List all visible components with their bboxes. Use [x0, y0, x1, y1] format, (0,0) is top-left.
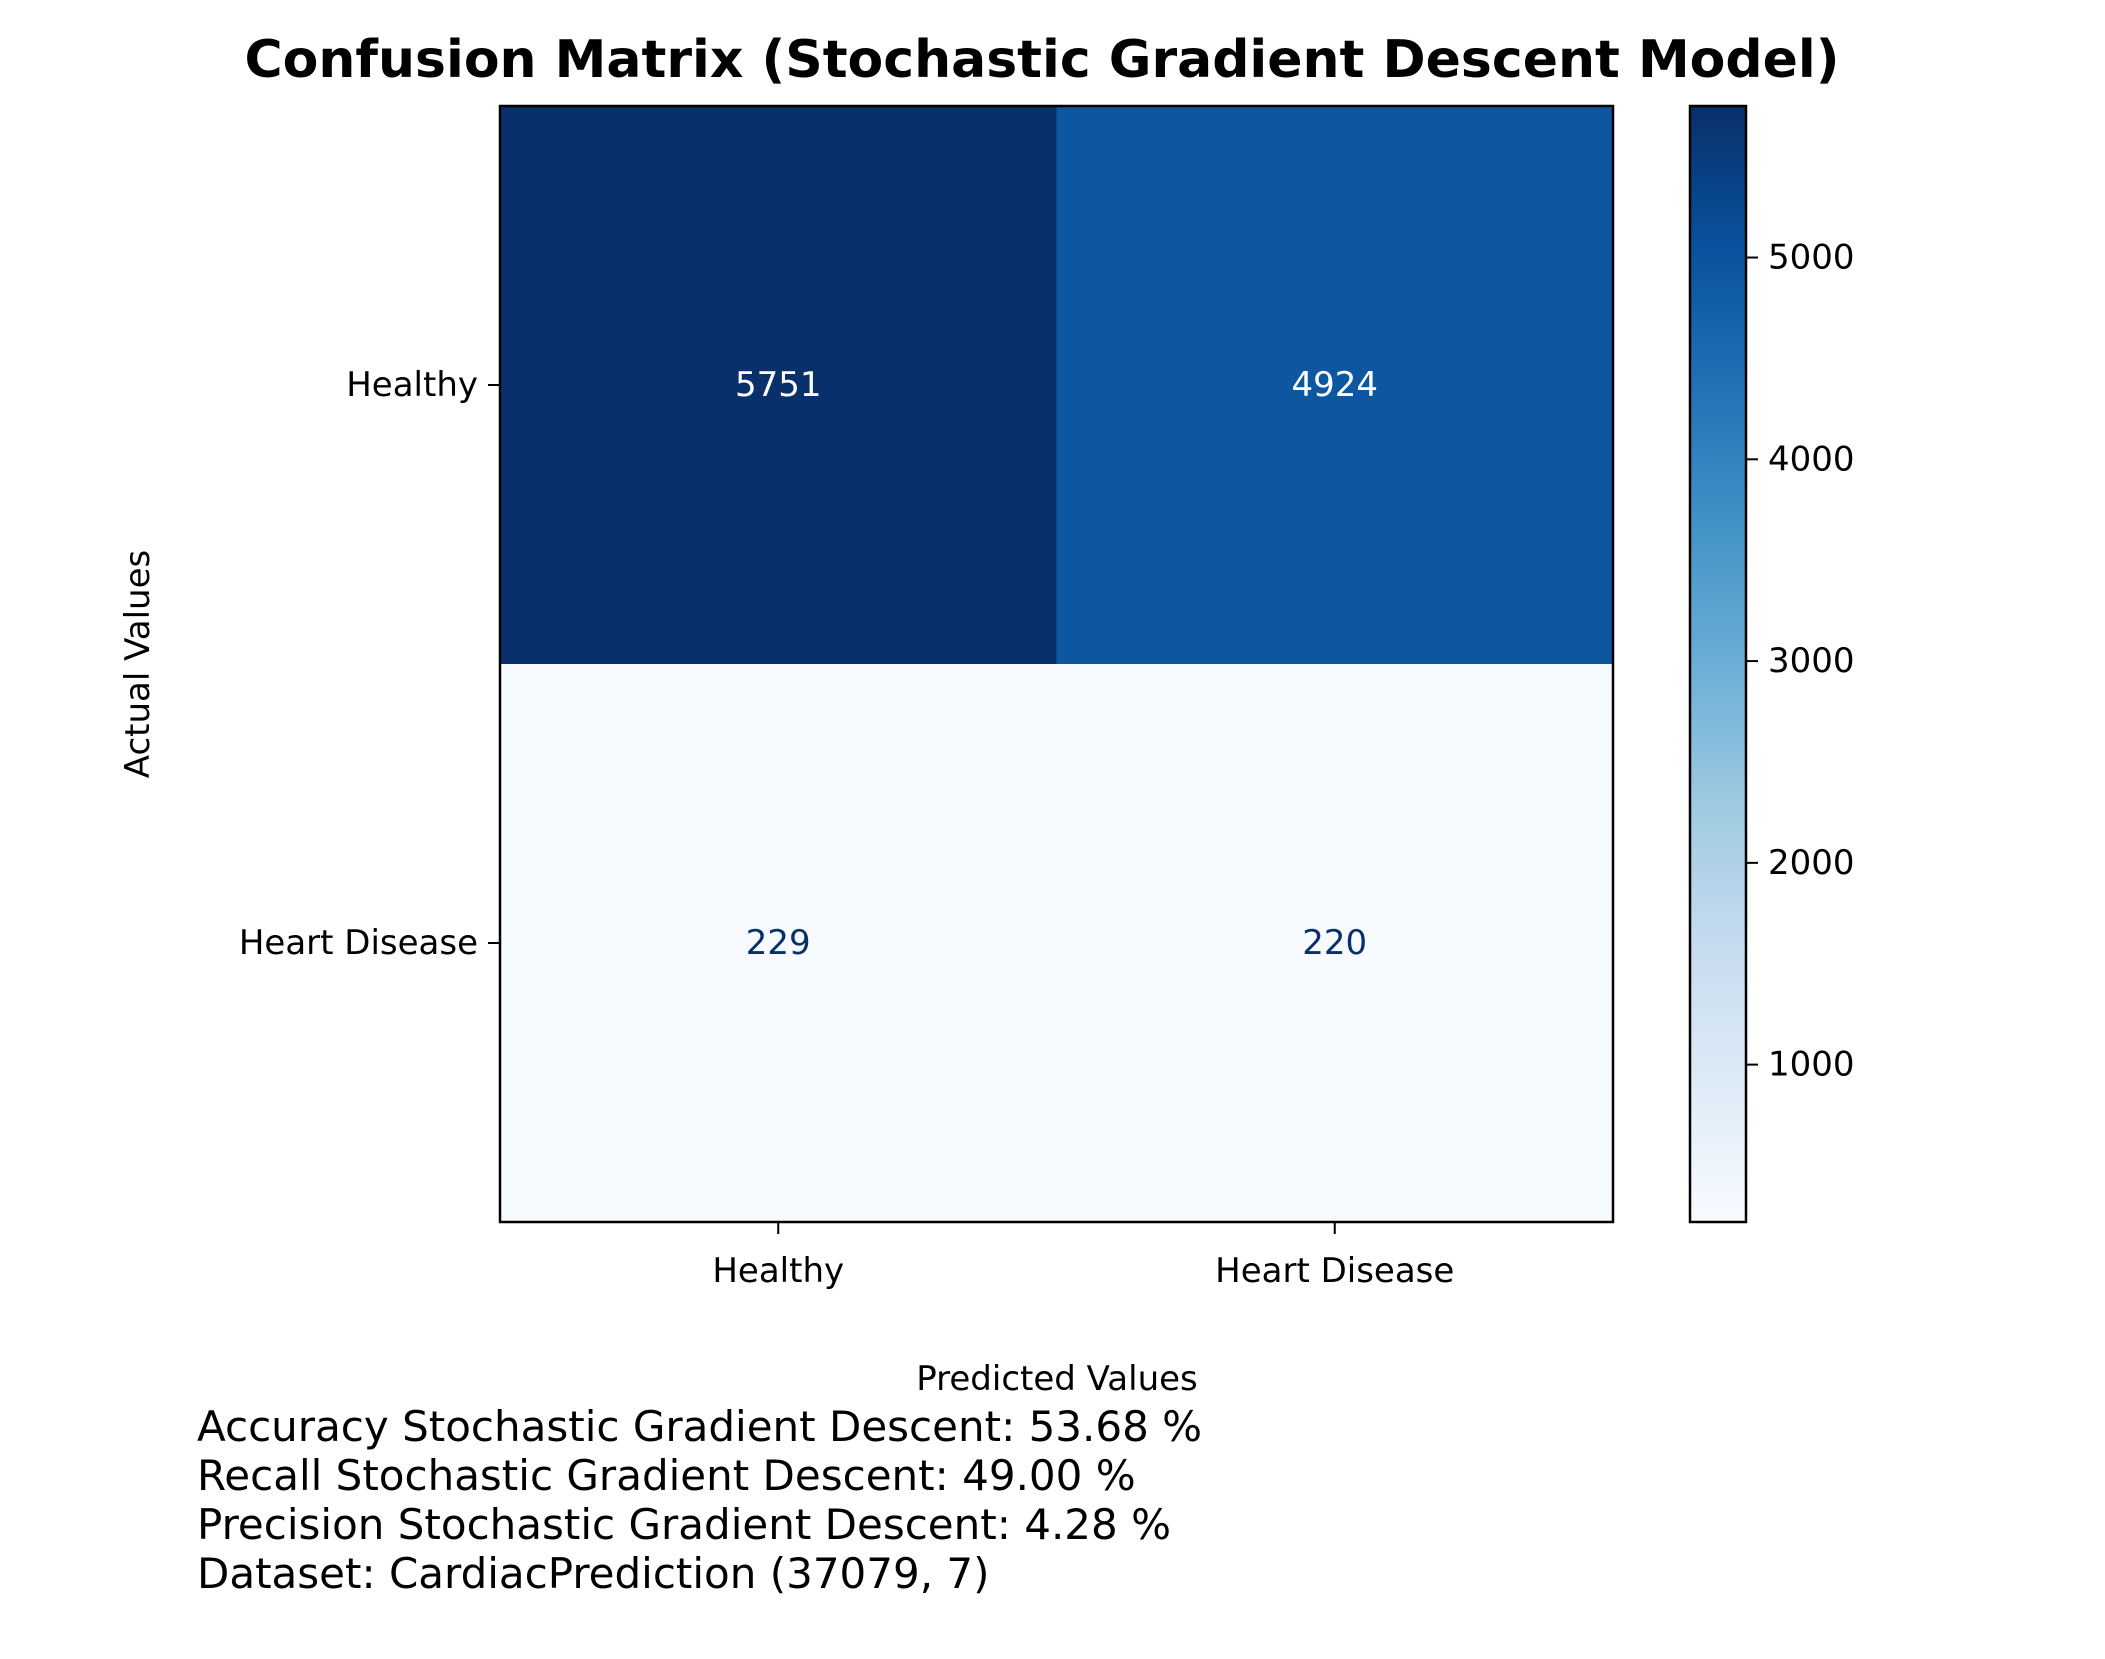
y-axis-label: Actual Values — [118, 550, 158, 778]
colorbar-tick-label: 5000 — [1768, 238, 1855, 278]
accuracy-stat: Accuracy Stochastic Gradient Descent: 53… — [197, 1402, 1203, 1451]
y-tick-label: Healthy — [346, 365, 478, 405]
cell-value-label: 229 — [746, 923, 811, 963]
chart-title: Confusion Matrix (Stochastic Gradient De… — [245, 30, 1840, 90]
matrix-cell — [1056, 106, 1614, 665]
recall-stat: Recall Stochastic Gradient Descent: 49.0… — [197, 1451, 1136, 1500]
precision-stat: Precision Stochastic Gradient Descent: 4… — [197, 1500, 1171, 1549]
y-tick-label: Heart Disease — [239, 923, 478, 963]
x-tick-label: Heart Disease — [1215, 1251, 1454, 1291]
matrix-cell — [500, 106, 1057, 665]
x-axis-label: Predicted Values — [916, 1359, 1198, 1399]
cell-value-label: 5751 — [735, 365, 822, 405]
cell-value-label: 220 — [1302, 923, 1367, 963]
x-tick-label: Healthy — [712, 1251, 844, 1291]
dataset-stat: Dataset: CardiacPrediction (37079, 7) — [197, 1549, 990, 1598]
colorbar-tick-label: 4000 — [1768, 439, 1855, 479]
matrix-cells: 5751 4924 229 220 — [500, 106, 1614, 1223]
x-axis-ticks: Healthy Heart Disease — [712, 1222, 1454, 1291]
y-axis-ticks: Healthy Heart Disease — [239, 365, 500, 963]
colorbar-tick-label: 2000 — [1768, 843, 1855, 883]
metrics-summary: Accuracy Stochastic Gradient Descent: 53… — [197, 1402, 1202, 1598]
colorbar-tick-label: 1000 — [1768, 1045, 1855, 1085]
cell-value-label: 4924 — [1291, 365, 1378, 405]
colorbar-tick-label: 3000 — [1768, 641, 1855, 681]
matrix-cell — [1056, 664, 1614, 1223]
colorbar-frame — [1688, 104, 1748, 1224]
colorbar: 1000 2000 3000 4000 5000 — [1688, 104, 1855, 1224]
colorbar-gradient — [1690, 106, 1746, 1222]
plot-frame — [498, 104, 1615, 1224]
matrix-cell — [500, 664, 1057, 1223]
